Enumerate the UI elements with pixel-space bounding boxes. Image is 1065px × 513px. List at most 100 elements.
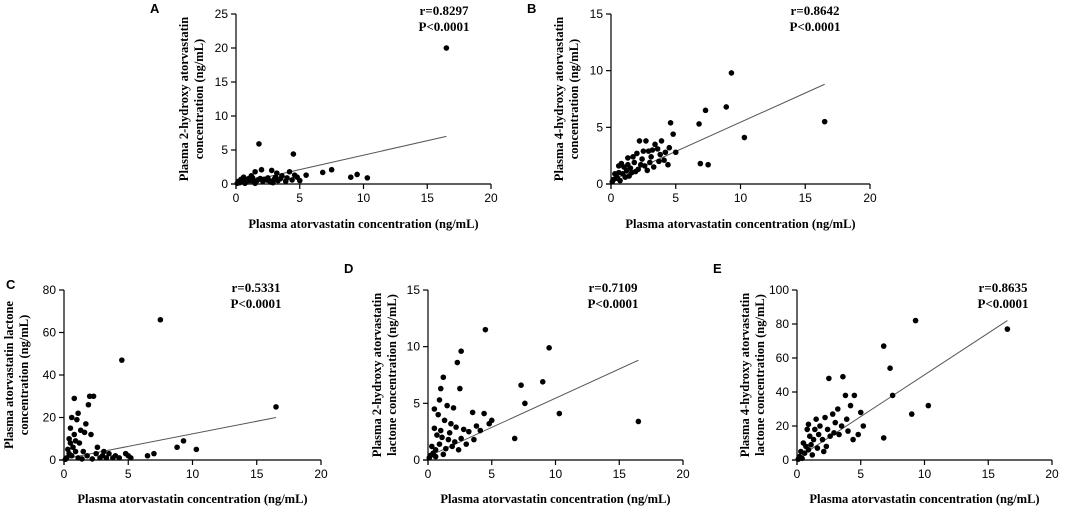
data-point: [443, 445, 449, 452]
data-point: [842, 392, 849, 399]
data-point: [144, 452, 151, 459]
data-point: [364, 175, 371, 181]
data-point: [912, 317, 919, 324]
r-value: r=0.5331: [232, 280, 281, 295]
y-tick-label: 15: [590, 7, 604, 21]
x-tick-label: 5: [672, 191, 679, 205]
data-point: [434, 432, 440, 438]
x-tick-label: 20: [1045, 467, 1059, 481]
data-point: [74, 416, 80, 423]
data-point: [845, 428, 851, 434]
data-point: [451, 439, 458, 445]
x-tick-label: 0: [794, 467, 801, 481]
data-point: [667, 120, 674, 126]
x-axis-label: Plasma atorvastatin concentration (ng/mL…: [625, 217, 855, 231]
y-tick-label: 20: [215, 41, 229, 55]
data-point: [831, 430, 837, 436]
data-point: [925, 402, 932, 409]
data-point: [634, 150, 640, 157]
x-tick-label: 10: [549, 467, 563, 481]
data-point: [522, 400, 528, 407]
data-point: [242, 180, 248, 187]
x-tick-label: 20: [863, 191, 877, 205]
data-point: [110, 455, 116, 461]
data-point: [84, 452, 90, 459]
y-axis-label: concentration (ng/mL): [17, 315, 31, 435]
data-point: [471, 436, 477, 443]
p-value: P<0.0001: [587, 296, 638, 311]
y-tick-label: 60: [43, 326, 57, 340]
data-point: [609, 178, 616, 185]
y-axis-label: concentration (ng/mL): [192, 39, 206, 159]
data-point: [705, 161, 711, 168]
y-tick-label: 0: [596, 177, 603, 191]
data-point: [860, 423, 867, 429]
panel-letter: E: [713, 261, 722, 276]
data-point: [436, 441, 443, 447]
x-tick-label: 10: [186, 467, 200, 481]
data-point: [72, 448, 79, 455]
data-point: [88, 431, 94, 438]
data-point: [855, 431, 861, 438]
data-point: [838, 423, 845, 429]
data-point: [908, 411, 915, 417]
x-tick-label: 15: [982, 467, 996, 481]
data-point: [813, 416, 819, 423]
data-point: [444, 402, 450, 409]
data-point: [289, 177, 295, 183]
panel-letter: D: [344, 261, 353, 276]
data-point: [801, 450, 808, 457]
r-value: r=0.8635: [979, 280, 1028, 295]
data-point: [319, 169, 326, 176]
x-tick-label: 0: [608, 191, 615, 205]
data-point: [539, 379, 546, 385]
data-point: [67, 425, 74, 431]
data-point: [857, 409, 864, 416]
data-point: [641, 163, 648, 169]
data-point: [290, 151, 297, 157]
x-axis-label: Plasma atorvastatin concentration (ng/mL…: [440, 492, 670, 506]
data-point: [67, 440, 74, 446]
data-point: [636, 138, 643, 144]
data-point: [86, 393, 93, 400]
data-point: [249, 175, 256, 181]
data-point: [435, 411, 442, 418]
data-point: [640, 148, 647, 154]
data-point: [437, 385, 444, 392]
data-point: [488, 417, 495, 424]
x-tick-label: 0: [425, 467, 432, 481]
data-point: [450, 405, 457, 411]
data-point: [440, 451, 447, 458]
data-point: [819, 436, 826, 443]
data-point: [665, 161, 671, 168]
data-point: [80, 448, 87, 455]
data-point: [808, 441, 814, 448]
data-point: [79, 456, 85, 462]
data-point: [662, 149, 669, 156]
data-point: [97, 455, 103, 461]
x-tick-label: 10: [918, 467, 932, 481]
x-tick-label: 15: [250, 467, 264, 481]
data-point: [449, 443, 456, 450]
x-tick-label: 15: [613, 467, 627, 481]
y-tick-label: 10: [590, 64, 604, 78]
data-point: [62, 456, 69, 463]
data-point: [810, 436, 817, 443]
data-point: [880, 343, 887, 349]
data-point: [284, 175, 290, 181]
data-point: [481, 410, 487, 417]
data-point: [103, 455, 110, 461]
data-point: [328, 166, 335, 173]
data-point: [71, 431, 78, 438]
data-point: [455, 447, 462, 453]
x-tick-label: 20: [314, 467, 328, 481]
data-point: [702, 107, 709, 114]
x-tick-label: 10: [734, 191, 748, 205]
data-point: [439, 434, 445, 441]
data-point: [672, 149, 679, 156]
data-point: [252, 180, 258, 187]
data-point: [518, 382, 524, 389]
